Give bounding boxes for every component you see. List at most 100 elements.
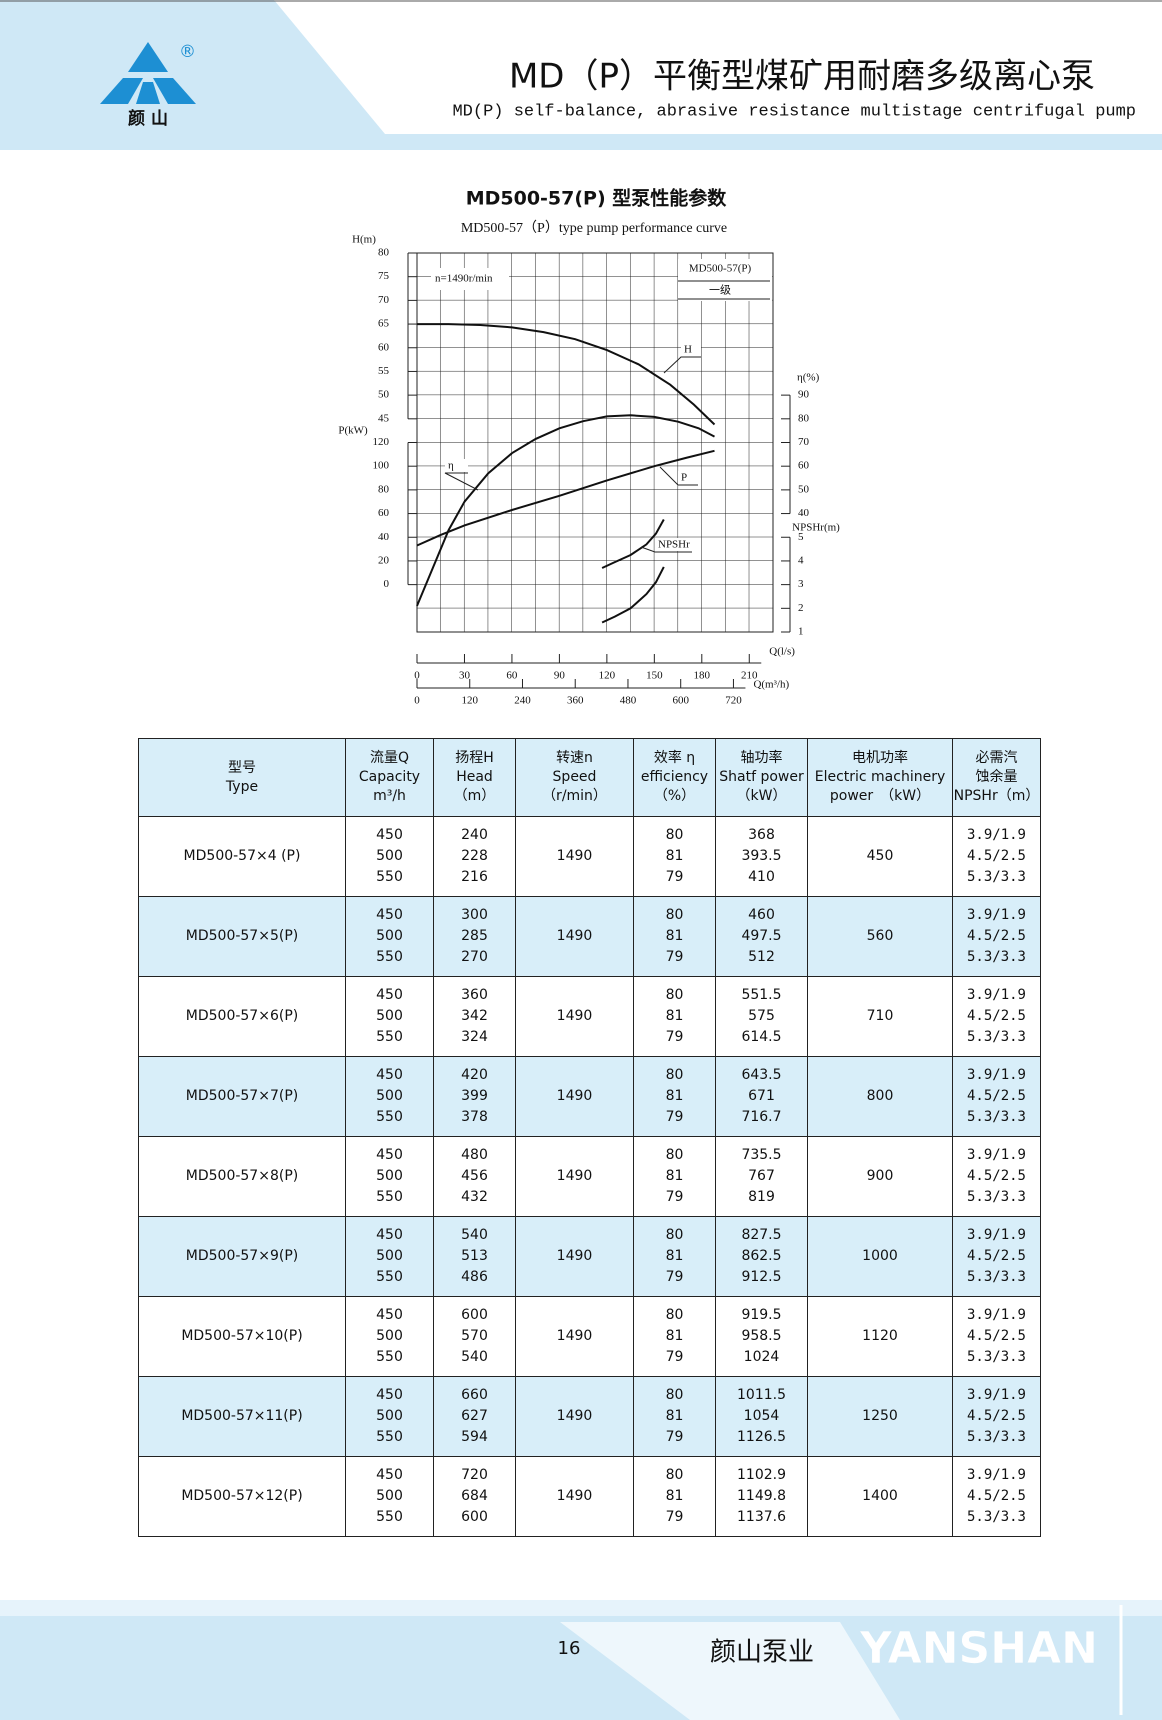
- curve-label: NPSHr: [658, 539, 690, 551]
- cell: 240 228 216: [433, 816, 516, 897]
- header-cell: 电机功率 Electric machinery power （kW）: [807, 738, 953, 817]
- cell: 1490: [515, 1216, 634, 1297]
- cell-line: 575: [748, 1008, 775, 1024]
- cell: MD500-57×6(P): [138, 976, 346, 1057]
- cell-line: 600: [461, 1307, 488, 1323]
- cell-line: 4.5/2.5: [966, 1408, 1026, 1424]
- x-tick-label: 480: [620, 695, 637, 707]
- cell: MD500-57×5(P): [138, 896, 346, 977]
- cell: 3.9/1.9 4.5/2.5 5.3/3.3: [952, 976, 1041, 1057]
- curve-label-bg: [445, 459, 468, 472]
- cell-line: 80: [665, 1307, 684, 1323]
- cell-line: 360: [461, 987, 488, 1003]
- grid: [416, 252, 774, 633]
- header-cell: 转速n Speed （r/min）: [515, 738, 634, 817]
- cell: 80 81 79: [633, 816, 716, 897]
- annotation: n=1490r/min: [435, 273, 493, 285]
- table-row: MD500-57×5(P) 450 500 550 300 285 270 1490 80 81 7…: [138, 896, 1041, 977]
- cell-line: 819: [748, 1189, 775, 1205]
- header-line: （r/min）: [542, 788, 607, 804]
- chart-subtitle: MD500-57（P）type pump performance curve: [461, 220, 727, 236]
- cell-line: 1102.9: [737, 1467, 786, 1483]
- cell-line: 550: [376, 1349, 403, 1365]
- cell: 80 81 79: [633, 1216, 716, 1297]
- leader-line: [663, 356, 701, 374]
- cell-line: 80: [665, 907, 684, 923]
- cell-line: 1054: [743, 1408, 780, 1424]
- cell-line: 684: [461, 1488, 488, 1504]
- cell-line: 80: [665, 987, 684, 1003]
- header-line: Head: [456, 769, 493, 785]
- cell-line: 716.7: [741, 1109, 782, 1125]
- cell-line: 368: [748, 827, 775, 843]
- cell: 80 81 79: [633, 1376, 716, 1457]
- header-line: Speed: [552, 769, 597, 785]
- cell: 1490: [515, 1136, 634, 1217]
- cell-line: 5.3/3.3: [966, 1029, 1026, 1045]
- cell: 3.9/1.9 4.5/2.5 5.3/3.3: [952, 816, 1041, 897]
- footer-panel: [560, 1622, 900, 1720]
- cell-line: 450: [376, 1147, 403, 1163]
- header-cell: 流量Q Capacity m³/h: [345, 738, 434, 817]
- cell-line: 79: [665, 1269, 684, 1285]
- cell-line: 450: [376, 987, 403, 1003]
- cell: 1490: [515, 1456, 634, 1537]
- cell-line: 3.9/1.9: [966, 1067, 1026, 1083]
- cell-line: 300: [461, 907, 488, 923]
- cell-line: 500: [376, 1168, 403, 1184]
- cell-line: 270: [461, 949, 488, 965]
- cell: 1490: [515, 896, 634, 977]
- curve: [416, 449, 715, 547]
- y-tick-label: 50: [798, 483, 810, 495]
- x-tick-label: 0: [414, 670, 420, 682]
- cell: 643.5 671 716.7: [715, 1056, 808, 1137]
- legend-box: [678, 259, 772, 301]
- cell-line: 5.3/3.3: [966, 1109, 1026, 1125]
- cell-line: 3.9/1.9: [966, 1147, 1026, 1163]
- cell-line: 480: [461, 1147, 488, 1163]
- cell: 800: [807, 1056, 953, 1137]
- curve-label: H: [684, 344, 692, 356]
- curve-label-bg: [681, 343, 701, 356]
- cell-line: 81: [665, 1088, 684, 1104]
- y-tick-label: 80: [378, 247, 390, 259]
- header-line: Capacity: [358, 769, 421, 785]
- footer-brand: YANSHAN: [859, 1623, 1098, 1674]
- cell-line: 735.5: [741, 1147, 782, 1163]
- y-tick-label: 70: [798, 436, 810, 448]
- annotation-box: [431, 268, 509, 290]
- y-tick-label: 60: [378, 341, 390, 353]
- cell-line: 4.5/2.5: [966, 1168, 1026, 1184]
- cell-line: 4.5/2.5: [966, 848, 1026, 864]
- header-line: Electric machinery: [814, 769, 946, 785]
- cell: 420 399 378: [433, 1056, 516, 1137]
- cell-line: 240: [461, 827, 488, 843]
- y-tick-label: 70: [378, 294, 390, 306]
- cell: 450 500 550: [345, 1296, 434, 1377]
- cell-line: 342: [461, 1008, 488, 1024]
- leader-line: [444, 472, 479, 491]
- y-tick-label: 120: [373, 436, 390, 448]
- cell-line: 460: [748, 907, 775, 923]
- cell-line: 450: [376, 1387, 403, 1403]
- cell-line: 456: [461, 1168, 488, 1184]
- cell-line: 594: [461, 1429, 488, 1445]
- cell-line: 79: [665, 1349, 684, 1365]
- page-number: 16: [558, 1638, 581, 1659]
- x-tick-label: 180: [694, 670, 711, 682]
- cell-line: 550: [376, 1269, 403, 1285]
- y-tick-label: 3: [798, 578, 804, 590]
- cell-line: 4.5/2.5: [966, 1488, 1026, 1504]
- header-row: 型号 Type 流量Q Capacity m³/h 扬程H Head （m） 转速n Speed （…: [138, 738, 1041, 817]
- cell-line: 378: [461, 1109, 488, 1125]
- table-row: MD500-57×7(P) 450 500 550 420 399 378 1490 80 81 7…: [138, 1056, 1041, 1137]
- cell-line: 919.5: [741, 1307, 782, 1323]
- cell-line: 450: [376, 1067, 403, 1083]
- cell: 827.5 862.5 912.5: [715, 1216, 808, 1297]
- cell: 80 81 79: [633, 1136, 716, 1217]
- cell: 1120: [807, 1296, 953, 1377]
- cell-line: 862.5: [741, 1248, 782, 1264]
- cell: 1490: [515, 1376, 634, 1457]
- table-row: MD500-57×9(P) 450 500 550 540 513 486 1490 80 81 7…: [138, 1216, 1041, 1297]
